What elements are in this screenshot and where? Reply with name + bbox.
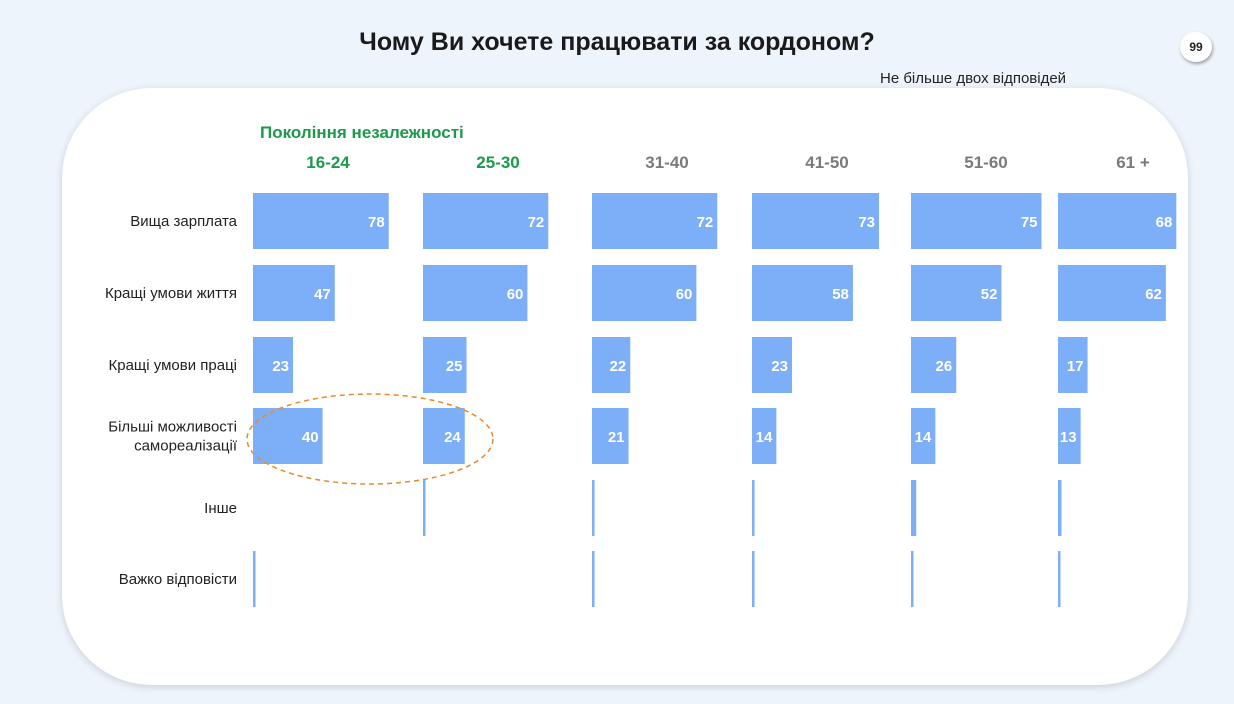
- bar: [911, 408, 936, 464]
- bar: [911, 265, 1002, 321]
- column-header-4: 51-60: [964, 153, 1007, 172]
- bar: [752, 551, 755, 607]
- bar-value-label: 72: [528, 214, 545, 231]
- independence-generation-label: Покоління незалежності: [260, 123, 464, 142]
- bar: [423, 408, 465, 464]
- bar-value-label: 47: [314, 286, 331, 303]
- bar-value-label: 58: [832, 286, 849, 303]
- bar: [592, 551, 595, 607]
- bar: [423, 265, 528, 321]
- bar-value-label: 14: [756, 429, 773, 446]
- bar-value-label: 73: [858, 214, 875, 231]
- bar-value-label: 52: [981, 286, 998, 303]
- bar: [592, 408, 629, 464]
- highlight-ellipse: [246, 393, 494, 485]
- bar-value-label: 40: [302, 429, 319, 446]
- bar: [752, 193, 880, 249]
- bar-value-label: 23: [771, 358, 788, 375]
- bar: [1058, 551, 1061, 607]
- bar-value-label: 22: [610, 358, 627, 375]
- column-header-3: 41-50: [805, 153, 848, 172]
- bar: [1058, 408, 1081, 464]
- bar: [911, 337, 957, 393]
- bar: [592, 337, 631, 393]
- bar: [592, 480, 595, 536]
- bar: [1058, 265, 1166, 321]
- bar-value-label: 13: [1060, 429, 1077, 446]
- row-label: самореалізації: [134, 438, 238, 455]
- bar: [752, 480, 755, 536]
- bar: [752, 265, 853, 321]
- bar: [592, 265, 697, 321]
- bar-value-label: 72: [697, 214, 714, 231]
- bar: [911, 193, 1042, 249]
- bar-value-label: 17: [1067, 358, 1084, 375]
- bar: [253, 408, 323, 464]
- bar-value-label: 21: [608, 429, 625, 446]
- bar: [752, 408, 777, 464]
- bar-value-label: 78: [368, 214, 385, 231]
- bar: [423, 193, 549, 249]
- bar-value-label: 25: [446, 358, 463, 375]
- bar: [253, 265, 335, 321]
- bar: [423, 337, 467, 393]
- bar: [253, 337, 294, 393]
- bar: [423, 480, 426, 536]
- bar-value-label: 60: [676, 286, 693, 303]
- bar: [253, 193, 389, 249]
- row-label: Кращі умови життя: [105, 285, 237, 302]
- column-header-1: 25-30: [476, 153, 519, 172]
- bar-value-label: 68: [1156, 214, 1173, 231]
- bar-value-label: 23: [272, 358, 289, 375]
- bar-value-label: 62: [1145, 286, 1162, 303]
- row-label: Інше: [204, 500, 237, 517]
- chart-title: Чому Ви хочете працювати за кордоном?: [359, 28, 875, 56]
- column-header-0: 16-24: [306, 153, 350, 172]
- bar-value-label: 26: [936, 358, 953, 375]
- row-label: Кращі умови праці: [109, 357, 238, 374]
- page-number-badge: 99: [1180, 32, 1212, 62]
- row-label: Вища зарплата: [130, 213, 237, 230]
- bar: [1058, 193, 1177, 249]
- bar: [592, 193, 718, 249]
- column-header-5: 61 +: [1116, 153, 1150, 172]
- bar-value-label: 14: [915, 429, 932, 446]
- bar: [1058, 337, 1088, 393]
- bar-value-label: 75: [1021, 214, 1038, 231]
- bar: [1058, 480, 1062, 536]
- bar-value-label: 60: [507, 286, 524, 303]
- chart-subtitle: Не більше двох відповідей: [880, 70, 1067, 87]
- bar: [253, 551, 256, 607]
- row-label: Більші можливості: [108, 419, 237, 436]
- row-label: Важко відповісти: [119, 571, 237, 588]
- bar-value-label: 24: [444, 429, 461, 446]
- bar: [911, 551, 914, 607]
- bar: [752, 337, 793, 393]
- bar: [911, 480, 917, 536]
- column-header-2: 31-40: [645, 153, 688, 172]
